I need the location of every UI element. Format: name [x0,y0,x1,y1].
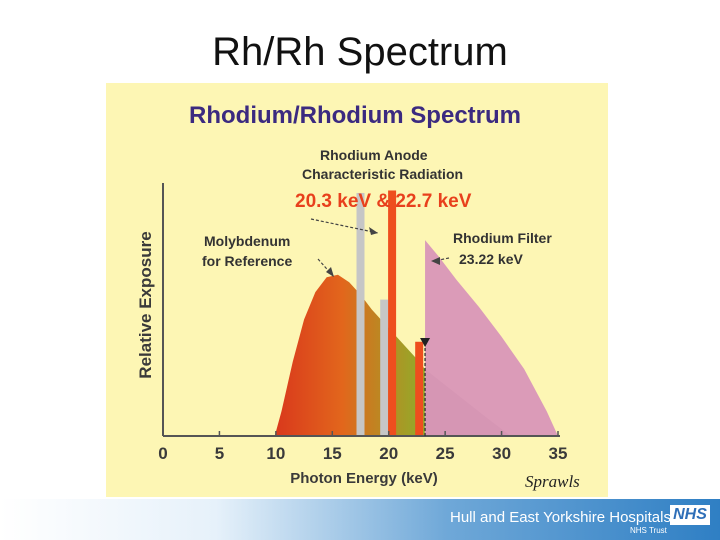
org-sub: NHS Trust [630,526,667,535]
annotation-anode-line2: Characteristic Radiation [302,166,463,182]
x-tick-label: 5 [215,444,224,463]
slide-title: Rh/Rh Spectrum [212,30,508,74]
nhs-logo: NHS [670,505,710,525]
mo-characteristic-bar [380,299,389,436]
x-tick-label: 30 [492,444,511,463]
annotation-filter-line2: 23.22 keV [459,251,523,267]
x-axis-label: Photon Energy (keV) [290,470,438,487]
signature-sprawls: Sprawls [525,472,580,491]
x-tick-label: 25 [436,444,455,463]
x-tick-label: 20 [379,444,398,463]
pointer-energies [310,218,379,234]
rh-filter-area [425,240,558,436]
mo-characteristic-bar [356,192,365,436]
annotation-anode-line1: Rhodium Anode [320,147,428,163]
arrowhead-icon [431,257,440,265]
chart-panel: 0 5 10 15 20 25 30 35 Photon Energy (keV) Relativ… [106,83,608,497]
x-tick-label: 10 [266,444,285,463]
rh-spectrum-area [274,274,425,436]
arrowhead-icon [326,267,334,277]
annotation-filter-line1: Rhodium Filter [453,230,552,246]
arrowhead-icon [420,338,431,347]
x-tick-label: 15 [323,444,342,463]
x-tick-label: 0 [158,444,167,463]
footer-bar: Hull and East Yorkshire Hospitals NHS Tr… [0,499,720,540]
x-tick-label: 35 [549,444,568,463]
annotation-energies: 20.3 keV & 22.7 keV [295,191,472,212]
org-name: Hull and East Yorkshire Hospitals [450,509,671,526]
y-axis-label: Relative Exposure [136,231,155,378]
annotation-mo-line1: Molybdenum [204,233,290,249]
spectrum-chart: 0 5 10 15 20 25 30 35 Photon Energy (keV) Relativ… [136,102,580,491]
rh-characteristic-bar [415,341,424,436]
chart-title: Rhodium/Rhodium Spectrum [189,102,521,129]
arrowhead-icon [369,227,378,235]
annotation-mo-line2: for Reference [202,253,292,269]
rh-characteristic-bar [388,190,397,436]
